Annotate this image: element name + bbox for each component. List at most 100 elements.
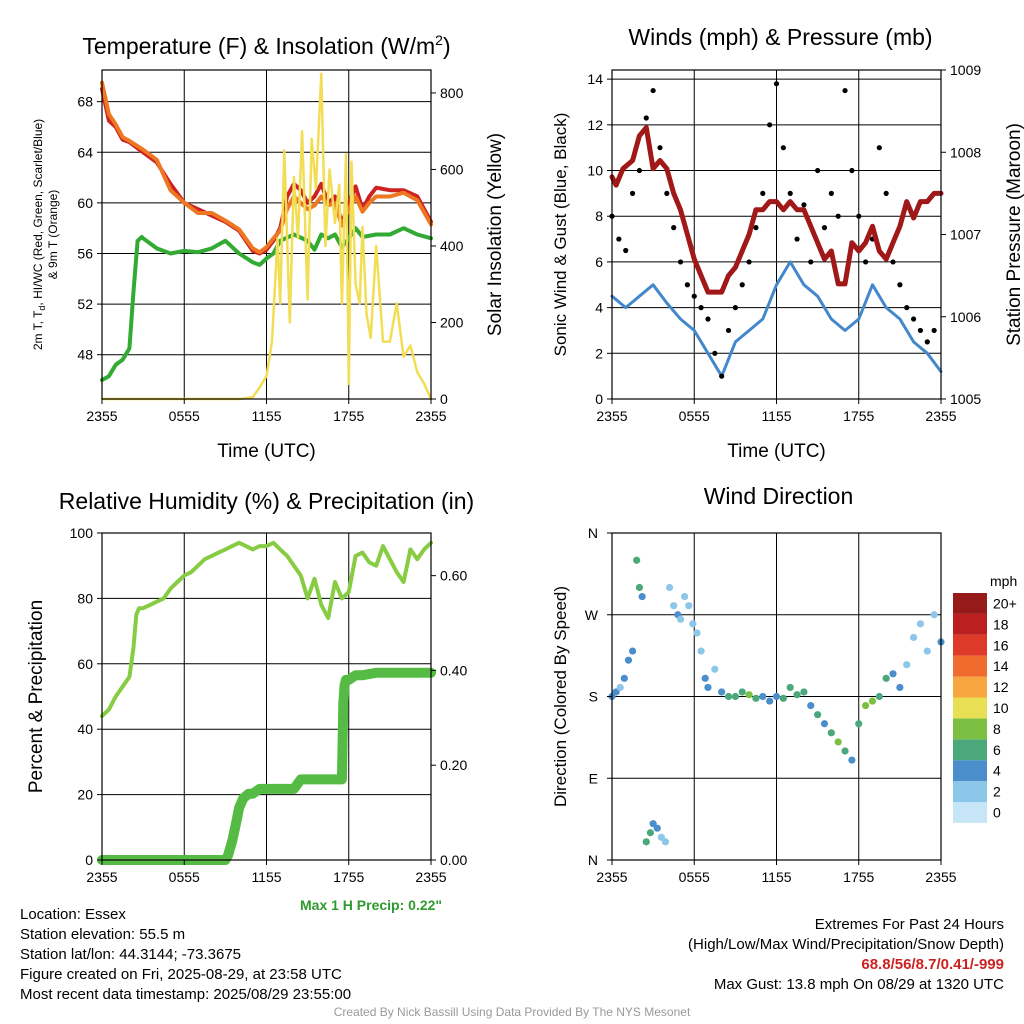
y-tick-label: 68 [77,94,93,110]
gust-point [739,282,745,288]
y-tick-label: 40 [77,721,93,737]
direction-point [616,683,624,692]
y-label-part: , HI/WC (Red, Green, Scarlet/Blue) [31,119,45,306]
colorbar-label: 16 [993,637,1009,653]
y-tick-label: W [585,607,599,623]
direction-point [923,647,931,655]
gust-point [815,167,821,174]
gust-point [787,190,793,196]
x-axis-label: Time (UTC) [727,441,826,462]
gust-point [835,213,841,219]
direction-point [807,701,815,710]
direction-point [638,592,646,601]
direction-point [685,602,693,610]
direction-point [731,692,739,701]
elevation-text: Station elevation: 55.5 m [20,926,186,943]
series-line [100,226,433,382]
gust-point [780,145,786,151]
colorbar-swatch [953,760,987,782]
direction-point [855,720,863,728]
y2-tick-label: 0.40 [440,662,467,678]
y-tick-label: 12 [587,117,603,133]
x-tick-label: 2355 [596,408,627,424]
x-tick-label: 2355 [86,408,117,424]
x-tick-label: 1755 [843,408,874,424]
direction-point [862,701,870,710]
series-line [100,72,433,401]
gust-point [719,373,725,379]
x-tick-label: 1755 [333,869,364,885]
direction-point [875,692,883,701]
direction-point [633,556,641,564]
winds-panel: 2355 0555 1155 1755 235502468101214100510061… [551,24,1024,462]
recent-text: Most recent data timestamp: 2025/08/29 2… [20,986,352,1003]
gust-point [760,190,766,196]
wind-line [610,260,943,378]
credit-text: Created By Nick Bassill Using Data Provi… [333,1005,691,1019]
y2-tick-label: 800 [440,85,464,101]
colorbar-label: 12 [993,679,1009,695]
gust-point [890,259,896,265]
x-tick-label: 2355 [925,869,956,885]
y-axis-label: Percent & Precipitation [26,600,47,793]
y-axis-label-line1: 2m T, Td, HI/WC (Red, Green, Scarlet/Blu… [31,119,47,350]
y-tick-label: 0 [85,852,93,868]
direction-point [772,692,781,701]
y-axis-label-line2: & 9m T (Orange) [46,190,60,280]
x-tick-label: 2355 [925,408,956,424]
y-tick-label: 6 [595,254,603,270]
direction-point [701,674,709,682]
direction-point [711,665,719,673]
direction-point [814,711,822,719]
gust-point [767,122,773,128]
chart-title: Relative Humidity (%) & Precipitation (i… [59,488,474,514]
humidity-panel: 2355 0555 1155 1755 23550204060801000.000.20… [26,488,474,885]
station-info: Location: Essex Station elevation: 55.5 … [20,905,351,1005]
y-tick-label: 60 [77,656,93,672]
x-tick-label: 0555 [679,408,710,424]
y2-tick-label: 0.20 [440,757,467,773]
direction-point [646,829,654,837]
y-tick-label: 20 [77,787,93,803]
gust-point [705,316,711,322]
y2-tick-label: 1007 [950,227,981,243]
chart-title: Temperature (F) & Insolation (W/m2) [82,32,450,59]
latlon-text: Station lat/lon: 44.3144; -73.3675 [20,946,242,963]
colorbar-title: mph [990,573,1017,589]
extremes-values: 68.8/56/8.7/0.41/-999 [861,956,1004,973]
y2-tick-label: 200 [440,314,464,330]
y-label-part: 2m T, T [31,310,45,350]
direction-point [800,688,808,696]
x-tick-label: 1155 [761,869,791,885]
colorbar-swatch [953,676,987,698]
direction-point [909,633,918,642]
gust-point [746,259,752,265]
gust-point [931,327,937,334]
direction-point [848,756,856,764]
y2-tick-label: 1006 [950,309,981,325]
gust-point [856,213,862,219]
y-tick-label: N [588,525,598,541]
chart-title: Winds (mph) & Pressure (mb) [628,24,932,50]
gust-point [684,282,690,288]
chart-title: Wind Direction [704,483,854,509]
extremes-desc: (High/Low/Max Wind/Precipitation/Snow De… [688,936,1004,953]
gust-point [712,350,718,356]
gust-point [801,202,807,208]
colorbar-label: 4 [993,763,1001,779]
gust-point [821,225,828,231]
gust-point [629,190,636,196]
y-label-subscript: d [37,306,47,311]
direction-point [676,615,685,623]
direction-point [820,720,829,728]
location-text: Location: Essex [20,906,126,923]
direction-point [635,583,644,592]
direction-point [704,683,712,692]
direction-point [697,647,705,655]
direction-point [903,661,911,669]
x-tick-label: 1155 [251,408,281,424]
y-tick-label: 100 [70,525,94,541]
colorbar-label: 18 [993,616,1009,632]
x-tick-label: 1755 [333,408,364,424]
